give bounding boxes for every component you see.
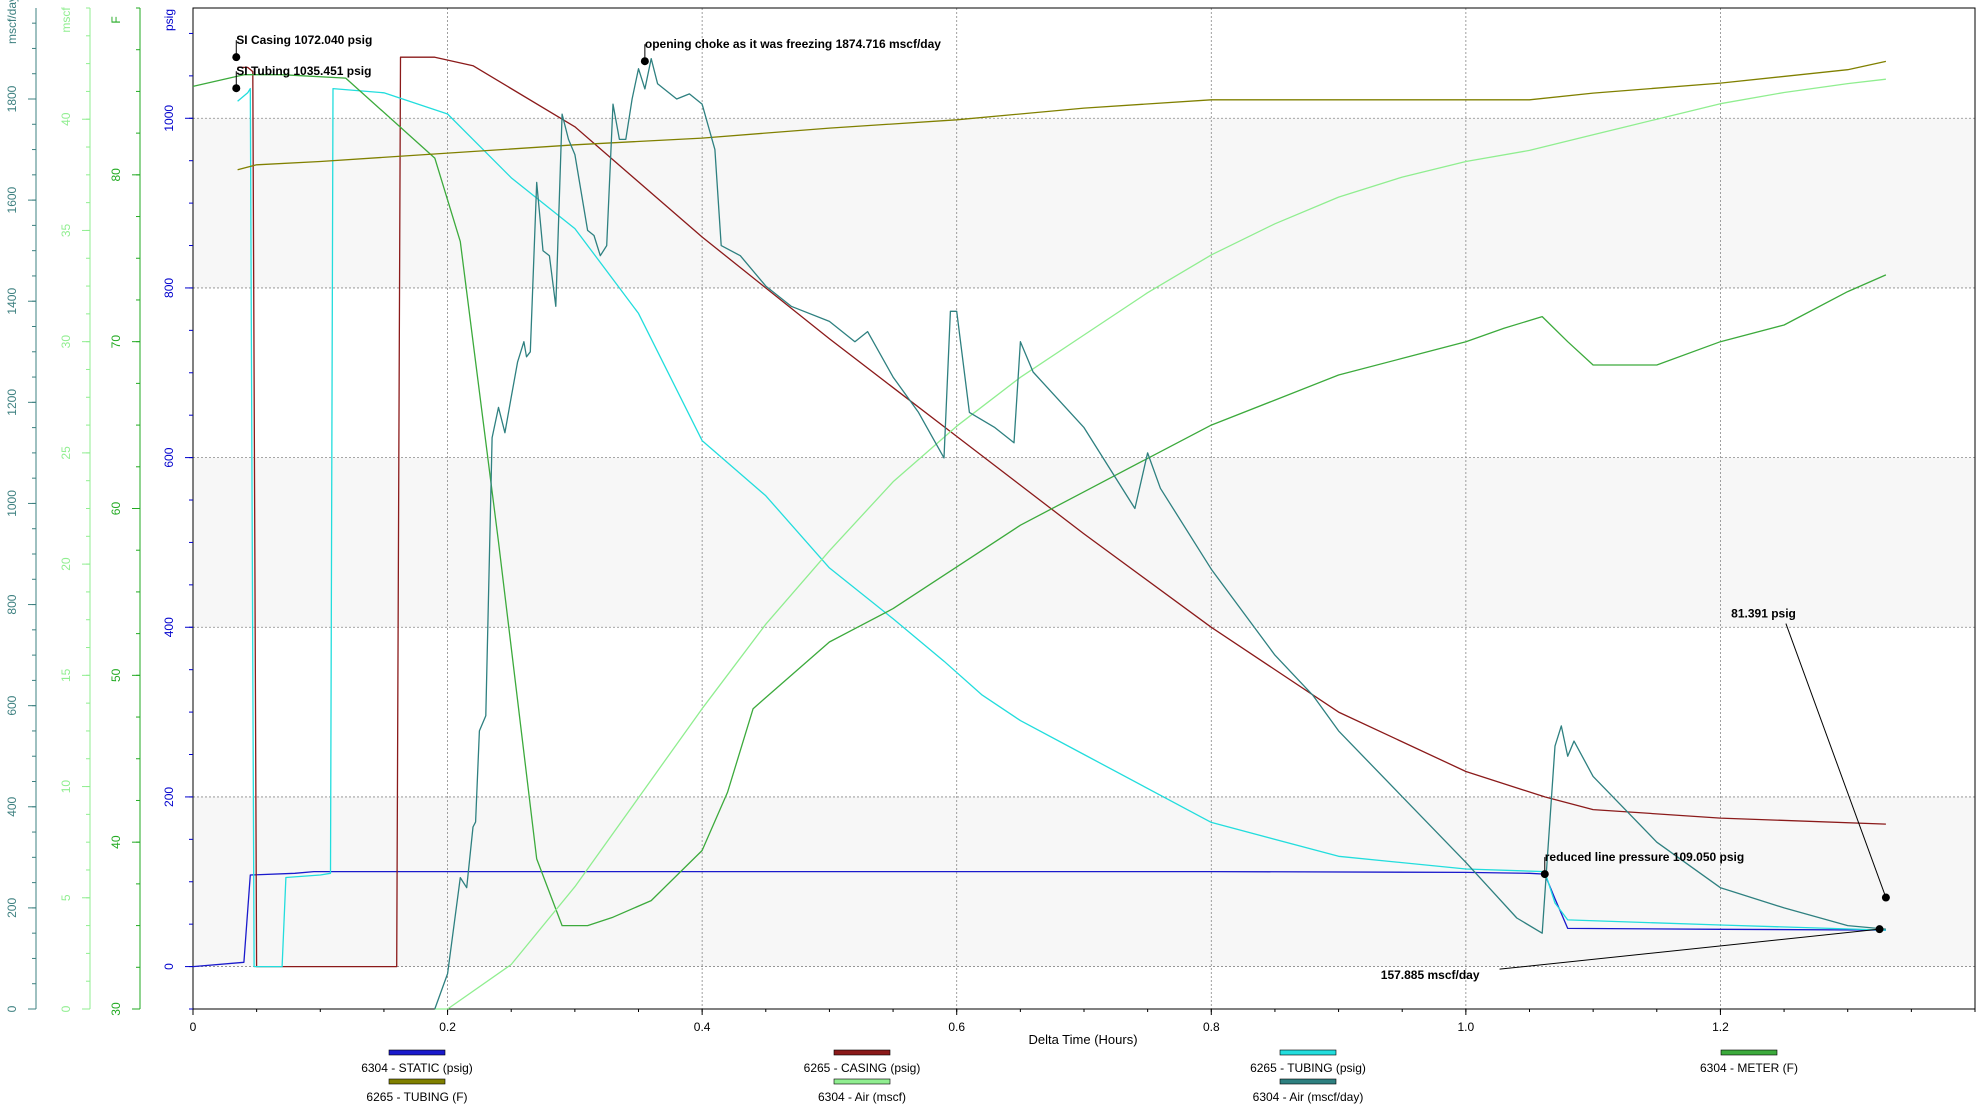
x-tick-label: 0.8	[1203, 1020, 1220, 1034]
y-tick-label: 1000	[5, 490, 19, 517]
series-line-6[interactable]	[434, 57, 1886, 1010]
y-axis-label-flow: mscf/day	[5, 0, 19, 44]
annotation-label: opening choke as it was freezing 1874.71…	[645, 37, 941, 51]
legend-label[interactable]: 6304 - STATIC (psig)	[361, 1061, 473, 1075]
annotation-label: 157.885 mscf/day	[1381, 968, 1480, 982]
legend-label[interactable]: 6304 - Air (mscf)	[818, 1090, 906, 1104]
annotation-label: 81.391 psig	[1731, 607, 1796, 621]
y-tick-label: 1600	[5, 186, 19, 213]
legend-swatch[interactable]	[388, 1078, 446, 1085]
grid-lines	[193, 8, 1975, 1009]
y-tick-label: 400	[162, 617, 176, 637]
series-line-0[interactable]	[192, 870, 1886, 968]
y-tick-label: 5	[59, 894, 73, 901]
legend-swatch[interactable]	[833, 1078, 891, 1085]
y-tick-label: 40	[59, 112, 73, 126]
legend-swatch[interactable]	[833, 1049, 891, 1056]
background-band	[193, 118, 1975, 288]
y-axis-psig: 0 200 400 600 800 1000 psig	[162, 8, 194, 1010]
annotations: SI Casing 1072.040 psig SI Tubing 1035.45…	[232, 33, 1890, 982]
series-line-3[interactable]	[192, 74, 1887, 927]
plot-background-bands	[193, 118, 1975, 967]
y-tick-label: 15	[59, 668, 73, 682]
y-axis-label-psig: psig	[162, 9, 176, 31]
y-tick-label: 20	[59, 557, 73, 571]
y-tick-label: 35	[59, 223, 73, 237]
annotation-marker	[640, 57, 649, 66]
legend[interactable]: 6304 - STATIC (psig) 6265 - CASING (psig)…	[361, 1049, 1798, 1104]
annotation-label: reduced line pressure 109.050 psig	[1545, 850, 1744, 864]
y-axis-flow: 0 200 400 600 800 1000 1200 1400 1600 1800 mscf/da…	[5, 0, 37, 1012]
x-tick-label: 1.0	[1458, 1020, 1475, 1034]
y-tick-label: 50	[109, 668, 123, 682]
legend-label[interactable]: 6265 - CASING (psig)	[804, 1061, 921, 1075]
x-tick-label: 0.6	[948, 1020, 965, 1034]
y-tick-label: 200	[162, 787, 176, 807]
y-tick-label: 10	[59, 780, 73, 794]
y-tick-label: 1200	[5, 389, 19, 416]
annotation-leader	[1785, 623, 1887, 898]
y-tick-label: 0	[162, 963, 176, 970]
y-tick-label: 30	[109, 1002, 123, 1016]
y-tick-label: 30	[59, 335, 73, 349]
background-band	[193, 796, 1975, 967]
legend-label[interactable]: 6304 - METER (F)	[1700, 1061, 1798, 1075]
series-lines	[192, 56, 1887, 1010]
legend-swatch[interactable]	[1720, 1049, 1778, 1056]
y-tick-label: 1400	[5, 288, 19, 315]
y-tick-label: 0	[5, 1005, 19, 1012]
x-axis-label: Delta Time (Hours)	[1028, 1032, 1137, 1047]
y-tick-label: 1800	[5, 85, 19, 112]
y-axis-label-temp: F	[109, 16, 123, 23]
x-tick-label: 0	[190, 1020, 197, 1034]
x-tick-label: 0.2	[439, 1020, 456, 1034]
legend-swatch[interactable]	[1279, 1049, 1337, 1056]
series-line-2[interactable]	[237, 87, 1886, 968]
annotation-label: SI Casing 1072.040 psig	[236, 33, 372, 47]
y-tick-label: 200	[5, 898, 19, 918]
y-tick-label: 80	[109, 168, 123, 182]
annotation-marker	[1540, 870, 1549, 879]
legend-label[interactable]: 6265 - TUBING (F)	[366, 1090, 467, 1104]
annotation-marker	[232, 53, 241, 62]
y-axes: 020040060080010001200140016001800mscf/da…	[5, 0, 194, 1016]
x-tick-label: 1.2	[1712, 1020, 1729, 1034]
y-axis-air: 0 5 10 15 20 25 30 35 40 mscf	[59, 7, 91, 1012]
y-axis-label-air: mscf	[59, 7, 73, 33]
annotation-leader	[1499, 928, 1880, 970]
legend-swatch[interactable]	[1279, 1078, 1337, 1085]
series-line-5[interactable]	[434, 78, 1886, 1010]
x-axis: 0 0.2 0.4 0.6 0.8 1.0 1.2	[190, 1009, 1976, 1034]
y-tick-label: 600	[162, 447, 176, 467]
y-tick-label: 70	[109, 335, 123, 349]
series-line-4[interactable]	[237, 60, 1887, 171]
y-tick-label: 400	[5, 796, 19, 816]
y-tick-label: 0	[59, 1005, 73, 1012]
y-tick-label: 40	[109, 835, 123, 849]
y-tick-label: 60	[109, 502, 123, 516]
annotation-label: SI Tubing 1035.451 psig	[236, 64, 371, 78]
legend-label[interactable]: 6304 - Air (mscf/day)	[1253, 1090, 1364, 1104]
annotation-marker	[1881, 893, 1890, 902]
annotation-marker	[1875, 925, 1884, 934]
y-tick-label: 600	[5, 695, 19, 715]
x-tick-label: 0.4	[694, 1020, 711, 1034]
annotation-marker	[232, 84, 241, 93]
y-tick-label: 1000	[162, 105, 176, 132]
legend-label[interactable]: 6265 - TUBING (psig)	[1250, 1061, 1366, 1075]
background-band	[193, 457, 1975, 628]
y-axis-temp: 30 40 50 60 70 80 F	[109, 7, 141, 1016]
y-tick-label: 800	[5, 594, 19, 614]
legend-swatch[interactable]	[388, 1049, 446, 1056]
y-tick-label: 800	[162, 278, 176, 298]
y-tick-label: 25	[59, 446, 73, 460]
